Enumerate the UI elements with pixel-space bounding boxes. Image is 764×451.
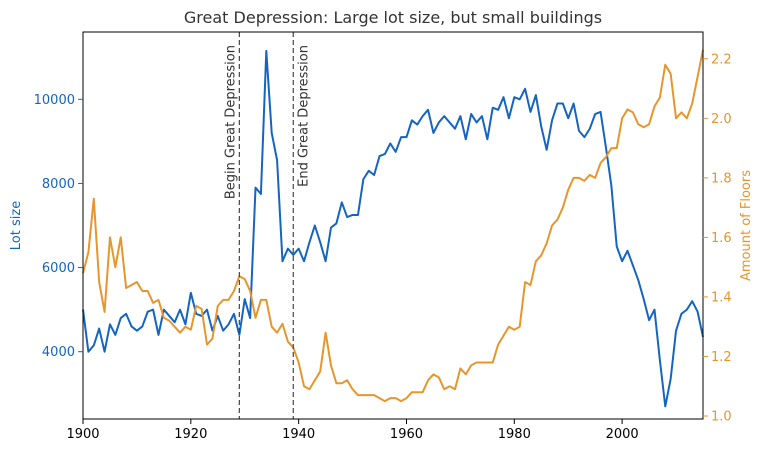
floors-line — [82, 49, 704, 403]
y-right-tick-label: 1.6 — [711, 231, 732, 246]
y-right-tick-label: 2.2 — [711, 52, 732, 67]
y-axis-right-label: Amount of Floors — [739, 170, 754, 281]
y-left-tick-label: 10000 — [34, 93, 75, 108]
y-right-tick-label: 1.0 — [711, 410, 732, 425]
y-axis-left-label: Lot size — [9, 201, 24, 250]
plot-area: Begin Great Depression End Great Depressi… — [34, 31, 732, 442]
y-right-tick-label: 1.4 — [711, 290, 732, 305]
y-right-tick-label: 1.2 — [711, 350, 732, 365]
plot-frame — [82, 31, 704, 420]
depression-annotation: Begin Great Depression — [223, 45, 238, 199]
x-tick-label: 1980 — [498, 427, 531, 442]
x-tick-label: 1900 — [66, 427, 99, 442]
y-left-tick-label: 8000 — [42, 177, 75, 192]
x-tick-label: 1920 — [174, 427, 207, 442]
chart-title: Great Depression: Large lot size, but sm… — [184, 8, 602, 27]
x-tick-label: 2000 — [606, 427, 639, 442]
x-tick-label: 1940 — [282, 427, 315, 442]
y-right-tick-label: 2.0 — [711, 112, 732, 127]
y-right-tick-label: 1.8 — [711, 171, 732, 186]
depression-annotation: End Great Depression — [296, 45, 311, 187]
x-tick-label: 1960 — [390, 427, 423, 442]
lot-size-line — [82, 49, 704, 408]
y-left-tick-label: 4000 — [42, 345, 75, 360]
y-left-tick-label: 6000 — [42, 261, 75, 276]
